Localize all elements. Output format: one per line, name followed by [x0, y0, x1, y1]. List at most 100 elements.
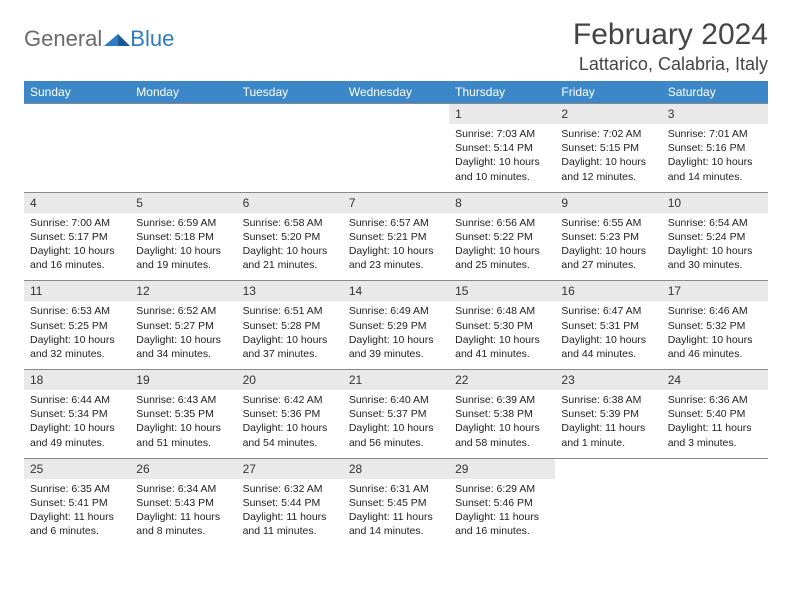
day-cell: 19Sunrise: 6:43 AMSunset: 5:35 PMDayligh…: [130, 370, 236, 459]
day-content: Sunrise: 6:29 AMSunset: 5:46 PMDaylight:…: [449, 479, 555, 547]
sunrise-text: Sunrise: 6:47 AM: [561, 304, 655, 318]
sunrise-text: Sunrise: 7:01 AM: [668, 127, 762, 141]
sunset-text: Sunset: 5:45 PM: [349, 496, 443, 510]
sunset-text: Sunset: 5:28 PM: [243, 319, 337, 333]
day-content: Sunrise: 6:49 AMSunset: 5:29 PMDaylight:…: [343, 301, 449, 369]
calendar-table: SundayMondayTuesdayWednesdayThursdayFrid…: [24, 81, 768, 546]
day-number: 20: [237, 370, 343, 390]
day-cell: 5Sunrise: 6:59 AMSunset: 5:18 PMDaylight…: [130, 192, 236, 281]
day-cell: 7Sunrise: 6:57 AMSunset: 5:21 PMDaylight…: [343, 192, 449, 281]
daylight-text: Daylight: 10 hours and 23 minutes.: [349, 244, 443, 272]
sunrise-text: Sunrise: 6:34 AM: [136, 482, 230, 496]
day-number: 22: [449, 370, 555, 390]
day-content: Sunrise: 6:44 AMSunset: 5:34 PMDaylight:…: [24, 390, 130, 458]
sunset-text: Sunset: 5:27 PM: [136, 319, 230, 333]
day-cell: 17Sunrise: 6:46 AMSunset: 5:32 PMDayligh…: [662, 281, 768, 370]
sunset-text: Sunset: 5:17 PM: [30, 230, 124, 244]
day-content: Sunrise: 6:38 AMSunset: 5:39 PMDaylight:…: [555, 390, 661, 458]
logo-text-general: General: [24, 26, 102, 52]
day-content: Sunrise: 6:58 AMSunset: 5:20 PMDaylight:…: [237, 213, 343, 281]
day-content: Sunrise: 6:47 AMSunset: 5:31 PMDaylight:…: [555, 301, 661, 369]
day-name: Sunday: [24, 81, 130, 104]
sunrise-text: Sunrise: 6:43 AM: [136, 393, 230, 407]
day-cell: 13Sunrise: 6:51 AMSunset: 5:28 PMDayligh…: [237, 281, 343, 370]
daylight-text: Daylight: 10 hours and 30 minutes.: [668, 244, 762, 272]
daylight-text: Daylight: 10 hours and 54 minutes.: [243, 421, 337, 449]
daylight-text: Daylight: 10 hours and 44 minutes.: [561, 333, 655, 361]
day-cell: [24, 104, 130, 193]
day-cell: 6Sunrise: 6:58 AMSunset: 5:20 PMDaylight…: [237, 192, 343, 281]
sunset-text: Sunset: 5:46 PM: [455, 496, 549, 510]
day-content: Sunrise: 6:36 AMSunset: 5:40 PMDaylight:…: [662, 390, 768, 458]
day-cell: 24Sunrise: 6:36 AMSunset: 5:40 PMDayligh…: [662, 370, 768, 459]
sunrise-text: Sunrise: 6:56 AM: [455, 216, 549, 230]
daylight-text: Daylight: 11 hours and 11 minutes.: [243, 510, 337, 538]
sunrise-text: Sunrise: 6:48 AM: [455, 304, 549, 318]
sunrise-text: Sunrise: 6:38 AM: [561, 393, 655, 407]
daylight-text: Daylight: 10 hours and 51 minutes.: [136, 421, 230, 449]
day-number: 4: [24, 193, 130, 213]
day-cell: [662, 458, 768, 546]
sunset-text: Sunset: 5:16 PM: [668, 141, 762, 155]
day-name: Thursday: [449, 81, 555, 104]
sunset-text: Sunset: 5:32 PM: [668, 319, 762, 333]
day-number: 17: [662, 281, 768, 301]
sunset-text: Sunset: 5:23 PM: [561, 230, 655, 244]
daylight-text: Daylight: 10 hours and 25 minutes.: [455, 244, 549, 272]
day-content: Sunrise: 6:55 AMSunset: 5:23 PMDaylight:…: [555, 213, 661, 281]
day-content: Sunrise: 6:46 AMSunset: 5:32 PMDaylight:…: [662, 301, 768, 369]
sunset-text: Sunset: 5:40 PM: [668, 407, 762, 421]
day-cell: 16Sunrise: 6:47 AMSunset: 5:31 PMDayligh…: [555, 281, 661, 370]
sunrise-text: Sunrise: 6:53 AM: [30, 304, 124, 318]
day-number: 15: [449, 281, 555, 301]
sunset-text: Sunset: 5:36 PM: [243, 407, 337, 421]
day-cell: 28Sunrise: 6:31 AMSunset: 5:45 PMDayligh…: [343, 458, 449, 546]
sunrise-text: Sunrise: 6:58 AM: [243, 216, 337, 230]
daylight-text: Daylight: 10 hours and 49 minutes.: [30, 421, 124, 449]
logo: General Blue: [24, 26, 174, 52]
daylight-text: Daylight: 10 hours and 16 minutes.: [30, 244, 124, 272]
day-cell: 18Sunrise: 6:44 AMSunset: 5:34 PMDayligh…: [24, 370, 130, 459]
day-cell: 22Sunrise: 6:39 AMSunset: 5:38 PMDayligh…: [449, 370, 555, 459]
sunrise-text: Sunrise: 6:49 AM: [349, 304, 443, 318]
sunrise-text: Sunrise: 7:03 AM: [455, 127, 549, 141]
day-number: 21: [343, 370, 449, 390]
week-row: 25Sunrise: 6:35 AMSunset: 5:41 PMDayligh…: [24, 458, 768, 546]
title-block: February 2024 Lattarico, Calabria, Italy: [573, 18, 768, 75]
sunset-text: Sunset: 5:41 PM: [30, 496, 124, 510]
sunset-text: Sunset: 5:43 PM: [136, 496, 230, 510]
day-number: 7: [343, 193, 449, 213]
daylight-text: Daylight: 10 hours and 12 minutes.: [561, 155, 655, 183]
day-content: Sunrise: 6:57 AMSunset: 5:21 PMDaylight:…: [343, 213, 449, 281]
day-cell: 26Sunrise: 6:34 AMSunset: 5:43 PMDayligh…: [130, 458, 236, 546]
day-number: 8: [449, 193, 555, 213]
day-number: 28: [343, 459, 449, 479]
location: Lattarico, Calabria, Italy: [573, 54, 768, 75]
sunset-text: Sunset: 5:34 PM: [30, 407, 124, 421]
sunrise-text: Sunrise: 6:46 AM: [668, 304, 762, 318]
day-cell: 29Sunrise: 6:29 AMSunset: 5:46 PMDayligh…: [449, 458, 555, 546]
sunset-text: Sunset: 5:44 PM: [243, 496, 337, 510]
daylight-text: Daylight: 10 hours and 58 minutes.: [455, 421, 549, 449]
day-cell: 2Sunrise: 7:02 AMSunset: 5:15 PMDaylight…: [555, 104, 661, 193]
sunset-text: Sunset: 5:25 PM: [30, 319, 124, 333]
week-row: 1Sunrise: 7:03 AMSunset: 5:14 PMDaylight…: [24, 104, 768, 193]
day-number: 16: [555, 281, 661, 301]
sunrise-text: Sunrise: 6:51 AM: [243, 304, 337, 318]
day-number: 1: [449, 104, 555, 124]
day-number: 26: [130, 459, 236, 479]
daylight-text: Daylight: 10 hours and 56 minutes.: [349, 421, 443, 449]
daylight-text: Daylight: 11 hours and 3 minutes.: [668, 421, 762, 449]
day-number: 5: [130, 193, 236, 213]
day-content: Sunrise: 6:53 AMSunset: 5:25 PMDaylight:…: [24, 301, 130, 369]
day-cell: 9Sunrise: 6:55 AMSunset: 5:23 PMDaylight…: [555, 192, 661, 281]
day-number: 23: [555, 370, 661, 390]
sunrise-text: Sunrise: 6:36 AM: [668, 393, 762, 407]
logo-text-blue: Blue: [130, 26, 174, 52]
sunrise-text: Sunrise: 6:57 AM: [349, 216, 443, 230]
daylight-text: Daylight: 10 hours and 14 minutes.: [668, 155, 762, 183]
day-number: 25: [24, 459, 130, 479]
sunrise-text: Sunrise: 6:42 AM: [243, 393, 337, 407]
day-name: Friday: [555, 81, 661, 104]
day-number: 27: [237, 459, 343, 479]
